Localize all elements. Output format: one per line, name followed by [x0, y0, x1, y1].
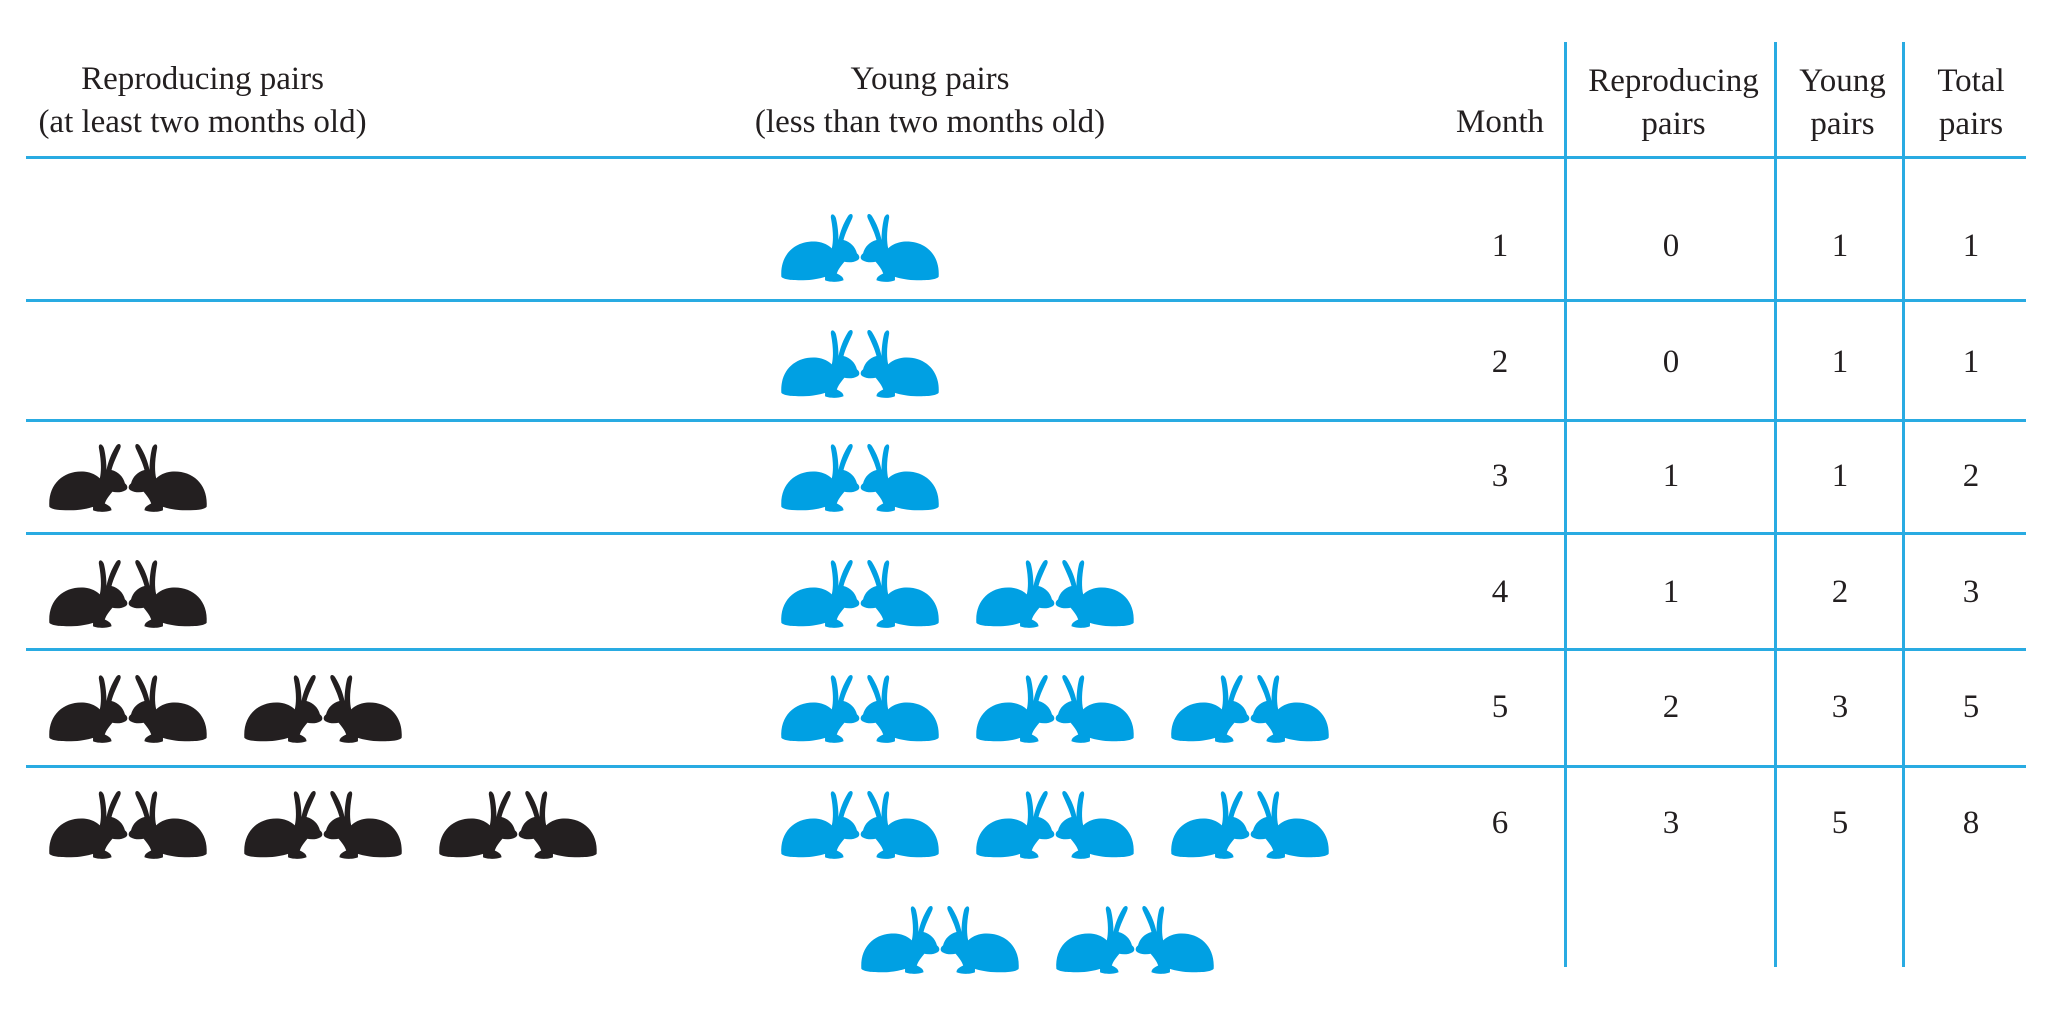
adult-rabbit-left-icon [126, 436, 210, 514]
adult-rabbit-left-icon [321, 783, 405, 861]
young-rabbit-left-icon [858, 667, 942, 745]
young-rabbit-right-icon [778, 322, 862, 400]
adult-rabbit-right-icon [46, 436, 130, 514]
adult-rabbit-right-icon [241, 667, 325, 745]
young-rabbit-left-icon [858, 783, 942, 861]
row-5-young-cell: 3 [1831, 689, 1849, 725]
header-reproducing-pairs: Reproducing pairs (at least two months o… [20, 58, 385, 144]
young-rabbit-right-icon [778, 552, 862, 630]
header-young-pairs-line1: Young pairs [850, 61, 1010, 97]
row-2-month-cell: 2 [1491, 344, 1509, 380]
row-divider [26, 419, 2026, 422]
young-rabbit-left-icon [938, 898, 1022, 976]
adult-rabbit-left-icon [516, 783, 600, 861]
header-col-reproducing-line1: Reproducing [1588, 63, 1759, 99]
young-rabbit-right-icon [778, 783, 862, 861]
row-1-total-cell: 1 [1962, 228, 1980, 264]
row-3-month-cell: 3 [1491, 458, 1509, 494]
young-rabbit-left-icon [858, 322, 942, 400]
header-col-young-line2: pairs [1810, 106, 1875, 142]
row-3-total-cell: 2 [1962, 458, 1980, 494]
young-rabbit-left-icon [1053, 552, 1137, 630]
column-divider-1 [1564, 42, 1567, 967]
row-4-young-cell: 2 [1831, 574, 1849, 610]
row-1-reproducing-cell: 0 [1662, 228, 1680, 264]
young-rabbit-left-icon [1053, 783, 1137, 861]
header-col-total-line1: Total [1937, 63, 2005, 99]
young-rabbit-right-icon [858, 898, 942, 976]
header-col-reproducing-line2: pairs [1641, 106, 1706, 142]
young-rabbit-left-icon [858, 206, 942, 284]
column-divider-3 [1902, 42, 1905, 967]
young-rabbit-right-icon [973, 783, 1057, 861]
row-divider [26, 765, 2026, 768]
adult-rabbit-left-icon [321, 667, 405, 745]
young-rabbit-right-icon [1053, 898, 1137, 976]
row-4-month-cell: 4 [1491, 574, 1509, 610]
header-col-total: Total pairs [1906, 60, 2036, 146]
row-5-reproducing-cell: 2 [1662, 689, 1680, 725]
young-rabbit-left-icon [1248, 783, 1332, 861]
row-3-young-cell: 1 [1831, 458, 1849, 494]
adult-rabbit-right-icon [46, 552, 130, 630]
column-divider-2 [1774, 42, 1777, 967]
adult-rabbit-right-icon [46, 667, 130, 745]
header-month: Month [1440, 101, 1560, 144]
row-6-total-cell: 8 [1962, 805, 1980, 841]
adult-rabbit-left-icon [126, 783, 210, 861]
header-col-young: Young pairs [1779, 60, 1906, 146]
young-rabbit-right-icon [1168, 783, 1252, 861]
header-reproducing-pairs-line2: (at least two months old) [38, 104, 367, 140]
header-divider [26, 156, 2026, 159]
row-2-total-cell: 1 [1962, 344, 1980, 380]
header-month-label: Month [1455, 104, 1544, 140]
adult-rabbit-left-icon [126, 552, 210, 630]
row-6-reproducing-cell: 3 [1662, 805, 1680, 841]
row-2-reproducing-cell: 0 [1662, 344, 1680, 380]
header-young-pairs: Young pairs (less than two months old) [735, 58, 1125, 144]
young-rabbit-right-icon [778, 436, 862, 514]
adult-rabbit-right-icon [241, 783, 325, 861]
row-divider [26, 299, 2026, 302]
young-rabbit-right-icon [973, 552, 1057, 630]
young-rabbit-left-icon [1053, 667, 1137, 745]
row-1-month-cell: 1 [1491, 228, 1509, 264]
young-rabbit-left-icon [858, 436, 942, 514]
row-5-month-cell: 5 [1491, 689, 1509, 725]
header-reproducing-pairs-line1: Reproducing pairs [81, 61, 324, 97]
adult-rabbit-left-icon [126, 667, 210, 745]
header-col-total-line2: pairs [1938, 106, 2004, 142]
row-1-young-cell: 1 [1831, 228, 1849, 264]
header-col-reproducing: Reproducing pairs [1568, 60, 1779, 146]
young-rabbit-right-icon [973, 667, 1057, 745]
row-divider [26, 648, 2026, 651]
young-rabbit-right-icon [778, 206, 862, 284]
row-4-total-cell: 3 [1962, 574, 1980, 610]
header-col-young-line1: Young [1799, 63, 1886, 99]
young-rabbit-right-icon [778, 667, 862, 745]
row-6-young-cell: 5 [1831, 805, 1849, 841]
row-5-total-cell: 5 [1962, 689, 1980, 725]
young-rabbit-left-icon [1248, 667, 1332, 745]
row-divider [26, 532, 2026, 535]
row-2-young-cell: 1 [1831, 344, 1849, 380]
young-rabbit-right-icon [1168, 667, 1252, 745]
header-young-pairs-line2: (less than two months old) [754, 104, 1106, 140]
young-rabbit-left-icon [1133, 898, 1217, 976]
adult-rabbit-right-icon [46, 783, 130, 861]
young-rabbit-left-icon [858, 552, 942, 630]
row-3-reproducing-cell: 1 [1662, 458, 1680, 494]
row-4-reproducing-cell: 1 [1662, 574, 1680, 610]
row-6-month-cell: 6 [1491, 805, 1509, 841]
adult-rabbit-right-icon [436, 783, 520, 861]
